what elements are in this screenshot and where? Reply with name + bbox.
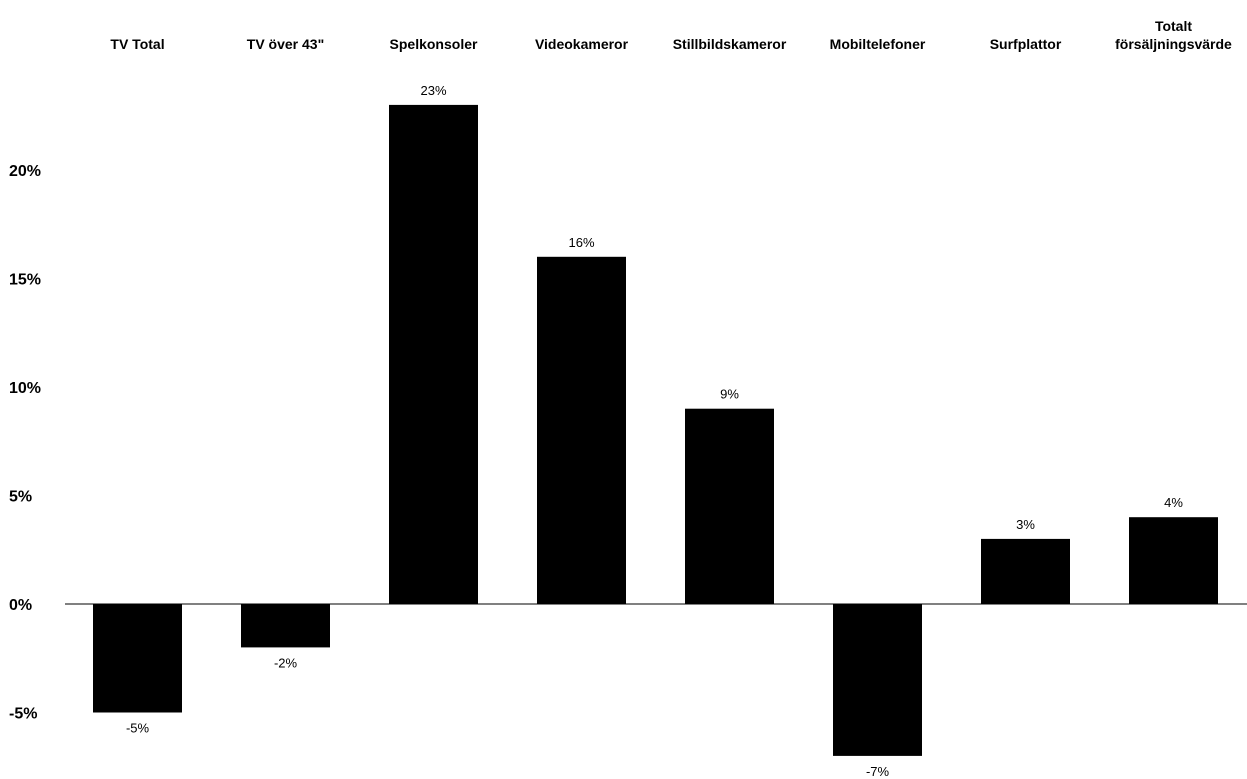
category-label: Surfplattor xyxy=(990,36,1062,52)
category-label: Spelkonsoler xyxy=(390,36,478,52)
bar xyxy=(1129,517,1218,604)
data-label: 3% xyxy=(1016,517,1035,532)
data-labels: -5% -2% 23% 16% 9% -7% 3% 4% xyxy=(126,83,1183,779)
category-label: Stillbildskameror xyxy=(673,36,787,52)
category-labels: TV Total TV över 43" Spelkonsoler Videokame… xyxy=(110,18,1232,52)
category-label: TV Total xyxy=(110,36,164,52)
data-label: 9% xyxy=(720,387,739,402)
y-tick-label: 15% xyxy=(9,272,41,289)
y-axis-tick-labels: 20% 15% 10% 5% 0% -5% xyxy=(9,163,41,723)
data-label: -7% xyxy=(866,764,890,779)
y-tick-label: -5% xyxy=(9,706,37,723)
category-label: TV över 43" xyxy=(247,36,324,52)
data-label: 4% xyxy=(1164,495,1183,510)
y-tick-label: 20% xyxy=(9,163,41,180)
bar xyxy=(685,408,774,604)
bar xyxy=(241,604,330,648)
bar xyxy=(833,604,922,756)
category-label: Videokameror xyxy=(535,36,629,52)
bar xyxy=(93,604,182,713)
data-label: 16% xyxy=(568,235,594,250)
y-tick-label: 0% xyxy=(9,597,32,614)
y-tick-label: 5% xyxy=(9,489,32,506)
category-label: Mobiltelefoner xyxy=(830,36,926,52)
bar xyxy=(981,538,1070,604)
bar xyxy=(389,104,478,605)
category-label: Totalt försäljningsvärde xyxy=(1115,18,1232,52)
bar xyxy=(537,256,626,604)
data-label: -5% xyxy=(126,721,150,736)
y-tick-label: 10% xyxy=(9,380,41,397)
data-label: -2% xyxy=(274,655,298,670)
bars xyxy=(93,104,1218,756)
data-label: 23% xyxy=(420,83,446,98)
